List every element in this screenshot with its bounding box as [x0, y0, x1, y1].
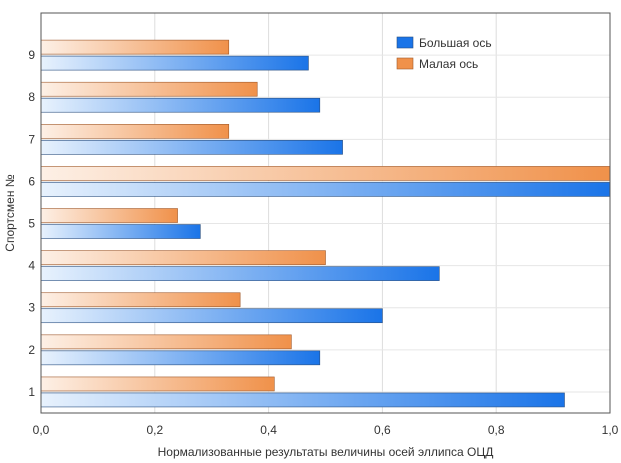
bar-major-axis-7: [40, 140, 343, 155]
y-tick-label: 3: [28, 301, 35, 315]
legend-label-major-axis: Большая ось: [419, 36, 492, 50]
bar-major-axis-9: [40, 55, 309, 71]
bar-minor-axis-5: [40, 208, 178, 223]
x-tick-label: 0,4: [260, 423, 277, 437]
x-tick-label: 0,0: [33, 423, 50, 437]
bar-major-axis-1: [40, 392, 565, 408]
bar-minor-axis-6: [40, 166, 611, 181]
y-tick-label: 6: [28, 174, 35, 188]
y-axis-title: Спортсмен №: [3, 174, 17, 251]
x-tick-label: 0,8: [488, 423, 505, 437]
bars: [40, 39, 611, 408]
bar-major-axis-5: [40, 224, 201, 239]
x-axis-title: Нормализованные результаты величины осей…: [158, 445, 494, 459]
legend-swatch-minor-axis: [396, 57, 414, 70]
legend-label-minor-axis: Малая ось: [419, 57, 478, 71]
plot-frame: [40, 12, 611, 414]
bar-major-axis-3: [40, 308, 383, 324]
legend: Большая ось Малая ось: [396, 36, 492, 71]
bar-minor-axis-3: [40, 292, 241, 308]
x-tick-label: 0,6: [374, 423, 391, 437]
y-tick-label: 8: [28, 90, 35, 104]
tick-labels: 0,0 0,2 0,4 0,6 0,8 1,0 1 2 3 4 5 6 7 8 9: [28, 48, 618, 437]
legend-swatch-major-axis: [396, 36, 414, 49]
x-tick-label: 1,0: [602, 423, 619, 437]
y-tick-label: 1: [28, 385, 35, 399]
bar-minor-axis-4: [40, 250, 326, 265]
x-tick-label: 0,2: [146, 423, 163, 437]
grid-lines: [41, 13, 610, 413]
bar-minor-axis-8: [40, 81, 258, 97]
y-tick-label: 5: [28, 217, 35, 231]
bar-minor-axis-7: [40, 124, 230, 139]
bar-minor-axis-9: [40, 39, 230, 55]
bar-major-axis-4: [40, 266, 440, 281]
y-tick-label: 7: [28, 132, 35, 146]
bar-minor-axis-1: [40, 376, 275, 392]
y-tick-label: 4: [28, 259, 35, 273]
y-tick-label: 9: [28, 48, 35, 62]
bar-minor-axis-2: [40, 334, 292, 350]
bar-major-axis-8: [40, 97, 321, 113]
y-tick-label: 2: [28, 343, 35, 357]
bar-major-axis-6: [40, 182, 611, 197]
bar-major-axis-2: [40, 350, 321, 366]
